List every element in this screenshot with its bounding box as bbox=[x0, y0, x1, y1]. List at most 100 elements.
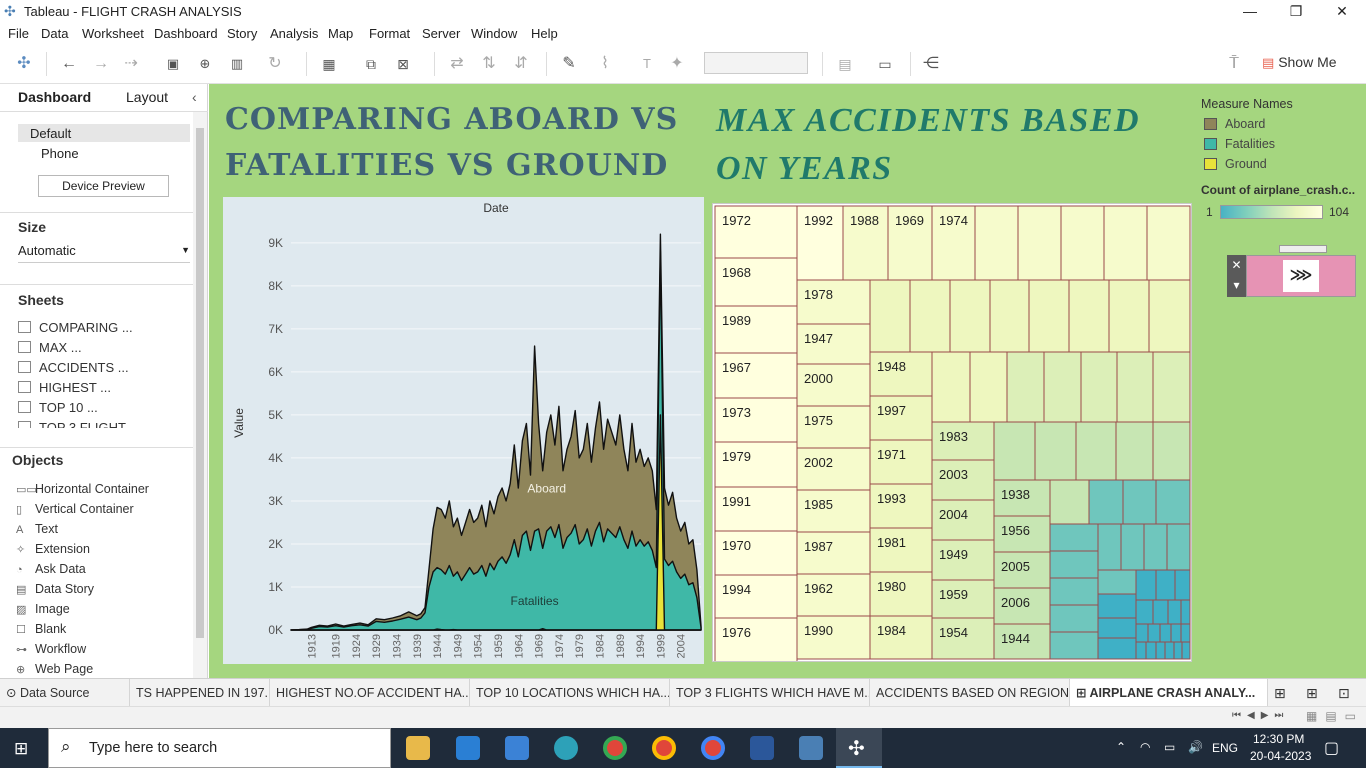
treemap-cell[interactable] bbox=[931, 421, 995, 461]
menu-data[interactable]: Data bbox=[41, 26, 69, 41]
treemap-cell[interactable] bbox=[1152, 599, 1169, 625]
treemap-cell[interactable] bbox=[969, 351, 1008, 423]
menu-window[interactable]: Window bbox=[471, 26, 518, 41]
panel-scrollbar[interactable] bbox=[193, 112, 207, 678]
pause-updates-icon[interactable]: ▥ bbox=[230, 56, 244, 71]
menu-worksheet[interactable]: Worksheet bbox=[82, 26, 144, 41]
sheet-item[interactable]: COMPARING ... bbox=[18, 320, 133, 335]
treemap-cell[interactable] bbox=[1148, 279, 1191, 353]
treemap-cell[interactable] bbox=[796, 531, 871, 575]
legend-item-aboard[interactable]: Aboard bbox=[1204, 117, 1265, 131]
treemap-cell[interactable] bbox=[1097, 617, 1137, 639]
treemap-cell[interactable] bbox=[931, 459, 995, 501]
treemap-cell[interactable] bbox=[1155, 479, 1191, 525]
treemap-cell[interactable] bbox=[1167, 599, 1182, 625]
mail-icon[interactable] bbox=[456, 736, 480, 760]
area-ground[interactable] bbox=[290, 414, 702, 631]
new-worksheet-icon[interactable]: ▦ bbox=[322, 56, 336, 72]
battery-icon[interactable]: ▭ bbox=[1164, 740, 1176, 754]
clock-time[interactable]: 12:30 PM bbox=[1253, 732, 1305, 746]
treemap-cell[interactable] bbox=[1060, 205, 1105, 281]
drag-handle[interactable] bbox=[1279, 245, 1327, 253]
chrome-profile-2-icon[interactable] bbox=[701, 736, 725, 760]
treemap-cell[interactable] bbox=[714, 305, 798, 354]
network-icon[interactable]: ◠ bbox=[1140, 740, 1151, 754]
menu-analysis[interactable]: Analysis bbox=[270, 26, 319, 41]
presentation-mode-icon[interactable]: ▭ bbox=[878, 56, 892, 72]
menu-format[interactable]: Format bbox=[369, 26, 411, 41]
treemap-cell[interactable] bbox=[931, 579, 995, 619]
tableau-taskbar-button[interactable]: ✣ bbox=[836, 728, 882, 768]
sheet-item[interactable]: MAX ... bbox=[18, 340, 82, 355]
chrome-icon[interactable] bbox=[603, 736, 627, 760]
sheet-tab[interactable]: HIGHEST NO.OF ACCIDENT HA... bbox=[270, 679, 470, 707]
treemap-cell[interactable] bbox=[869, 615, 933, 660]
object-blank[interactable]: ☐ Blank bbox=[16, 622, 67, 636]
treemap-cell[interactable] bbox=[1043, 351, 1082, 423]
device-default[interactable]: Default bbox=[18, 124, 190, 142]
menu-help[interactable]: Help bbox=[531, 26, 558, 41]
treemap-cell[interactable] bbox=[1135, 623, 1149, 643]
clear-sheet-icon[interactable]: ⊠ bbox=[397, 56, 409, 72]
tab-navigation-icons[interactable]: ⏮◀▶⏭ bbox=[1232, 710, 1290, 721]
treemap-cell[interactable] bbox=[714, 441, 798, 488]
new-dashboard-icon[interactable]: ⊞ bbox=[1306, 685, 1318, 701]
sheet-tab-active[interactable]: ⊞ AIRPLANE CRASH ANALY... bbox=[1070, 679, 1268, 707]
legend-item-fatalities[interactable]: Fatalities bbox=[1204, 137, 1275, 151]
show-me-button[interactable]: ▤ Show Me bbox=[1262, 54, 1337, 71]
treemap-cell[interactable] bbox=[796, 447, 871, 491]
treemap-cell[interactable] bbox=[714, 205, 798, 259]
sheet-item[interactable]: TOP 10 ... bbox=[18, 400, 98, 415]
treemap-cell[interactable] bbox=[796, 279, 871, 325]
treemap-cell[interactable] bbox=[1155, 569, 1176, 601]
scrollbar-thumb[interactable] bbox=[196, 128, 204, 638]
collapse-panel-icon[interactable]: ‹ bbox=[192, 89, 197, 105]
treemap-cell[interactable] bbox=[1147, 623, 1161, 643]
treemap-cell[interactable] bbox=[1049, 550, 1099, 579]
treemap-cell[interactable] bbox=[869, 395, 933, 441]
treemap-cell[interactable] bbox=[1115, 421, 1154, 481]
treemap-cell[interactable] bbox=[1135, 599, 1154, 625]
photos-icon[interactable] bbox=[799, 736, 823, 760]
highlight-icon[interactable]: ✎ bbox=[562, 55, 576, 72]
navigation-button[interactable]: ⋙ bbox=[1246, 255, 1356, 297]
sheet-item[interactable]: HIGHEST ... bbox=[18, 380, 111, 395]
format-painter-icon[interactable]: ⍑ bbox=[1229, 55, 1239, 72]
tab-dashboard[interactable]: Dashboard bbox=[18, 89, 92, 105]
area-chart-panel[interactable]: 0K 1K 2K 3K 4K 5K 6K 7K 8K 9K 1913 1919 1924 1929 193… bbox=[223, 197, 704, 664]
sheet-tab[interactable]: ACCIDENTS BASED ON REGIONS bbox=[870, 679, 1070, 707]
object-extension[interactable]: ✧ Extension bbox=[16, 542, 90, 556]
menu-server[interactable]: Server bbox=[422, 26, 461, 41]
new-worksheet-icon[interactable]: ⊞ bbox=[1274, 685, 1286, 701]
treemap-cell[interactable] bbox=[796, 363, 871, 407]
sheet-item[interactable]: TOP 3 FLIGHT bbox=[18, 420, 126, 428]
treemap-cell[interactable] bbox=[1174, 569, 1191, 601]
treemap-cell[interactable] bbox=[931, 539, 995, 581]
treemap-cell[interactable] bbox=[1108, 279, 1150, 353]
volume-icon[interactable]: 🔊 bbox=[1188, 740, 1203, 754]
undo-icon[interactable]: ← bbox=[61, 55, 77, 72]
duplicate-sheet-icon[interactable]: ⧉ bbox=[366, 56, 376, 72]
menu-dashboard[interactable]: Dashboard bbox=[154, 26, 218, 41]
treemap-cell[interactable] bbox=[1159, 623, 1172, 643]
treemap-cell[interactable] bbox=[993, 551, 1051, 589]
treemap-cell[interactable] bbox=[1120, 523, 1145, 571]
treemap-cell[interactable] bbox=[1049, 577, 1099, 606]
save-icon[interactable]: ▣ bbox=[166, 56, 180, 71]
windows-start-icon[interactable]: ⊞ bbox=[14, 739, 29, 758]
legend-item-ground[interactable]: Ground bbox=[1204, 157, 1267, 171]
treemap-cell[interactable] bbox=[869, 279, 911, 353]
treemap-cell[interactable] bbox=[1068, 279, 1110, 353]
treemap-cell[interactable] bbox=[714, 530, 798, 576]
treemap-cell[interactable] bbox=[1088, 479, 1124, 525]
tab-data-source[interactable]: ⊙ Data Source bbox=[0, 679, 130, 707]
treemap-cell[interactable] bbox=[1173, 641, 1183, 660]
object-text[interactable]: A Text bbox=[16, 522, 58, 536]
treemap-cell[interactable] bbox=[714, 574, 798, 619]
treemap-cell[interactable] bbox=[1097, 523, 1122, 571]
menu-story[interactable]: Story bbox=[227, 26, 258, 41]
device-preview-button[interactable]: Device Preview bbox=[38, 175, 169, 197]
clock-date[interactable]: 20-04-2023 bbox=[1250, 749, 1312, 763]
area-fatalities[interactable] bbox=[290, 250, 702, 631]
treemap-cell[interactable] bbox=[993, 479, 1051, 517]
